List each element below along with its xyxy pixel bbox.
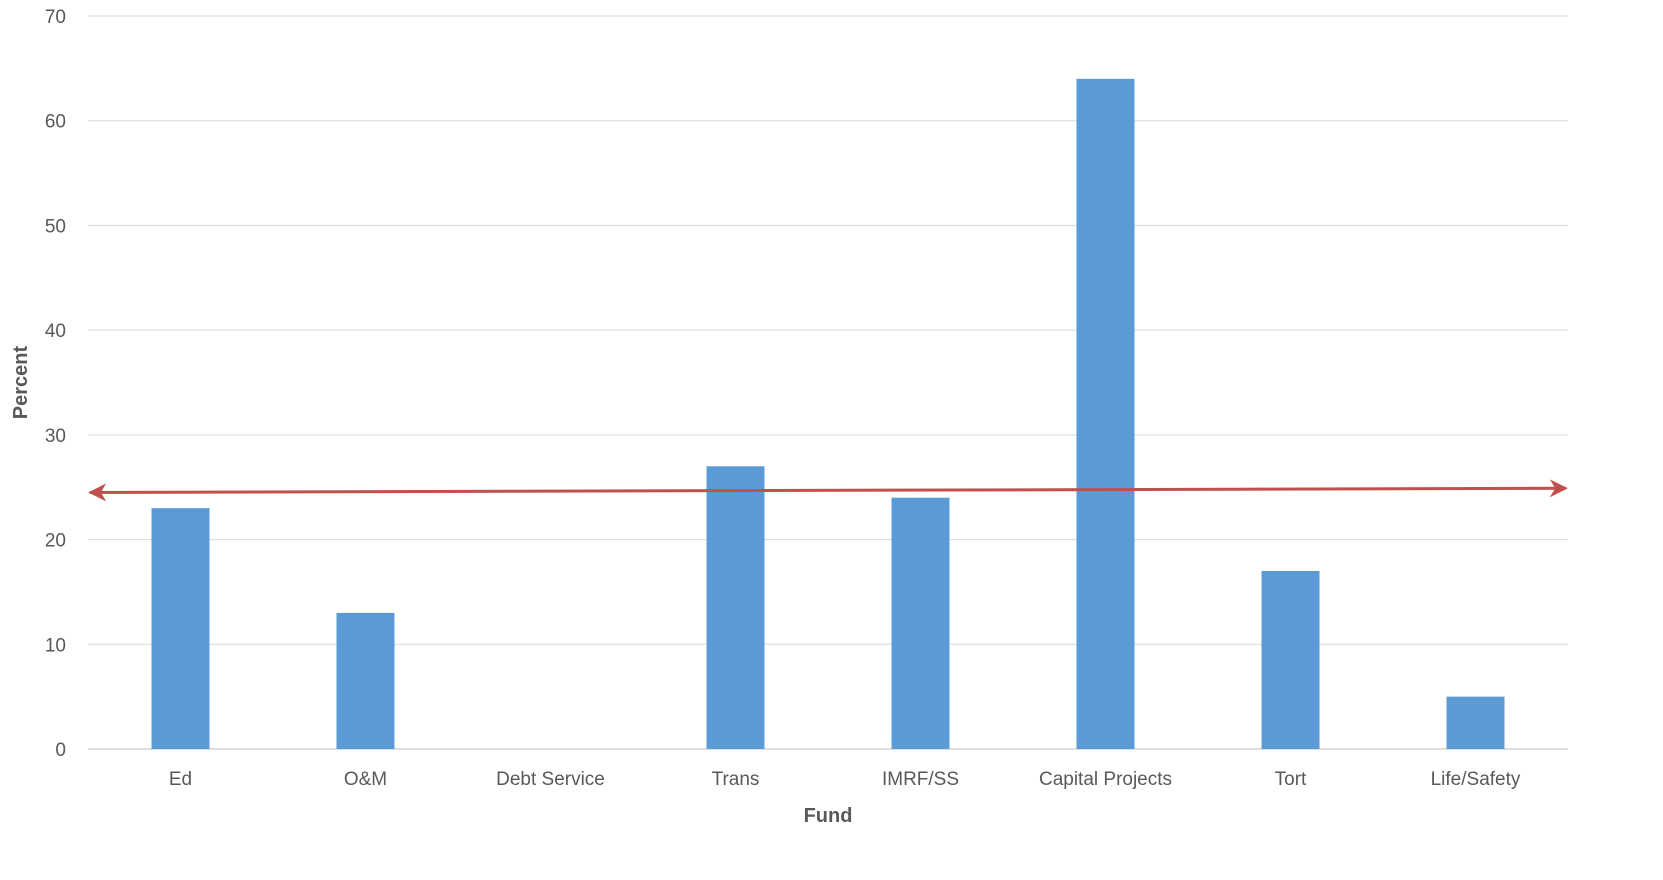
x-tick-label: O&M [344,769,387,790]
bar [1261,570,1320,749]
x-tick-label: Life/Safety [1431,769,1521,790]
x-tick-label: Ed [169,769,192,790]
x-axis-title: Fund [804,805,853,827]
x-axis-tick-labels: Ed O&M Debt Service Trans IMRF/SS Capital Pro… [169,769,1521,790]
y-tick-label: 60 [45,112,66,133]
y-axis-tick-labels: 0 10 20 30 40 50 60 70 [45,7,66,761]
y-tick-label: 20 [45,531,66,552]
bars [151,78,1505,750]
x-tick-label: IMRF/SS [882,769,959,790]
y-tick-label: 0 [55,740,66,761]
gridlines [88,15,1568,750]
y-tick-label: 10 [45,635,66,656]
y-tick-label: 50 [45,216,66,237]
y-axis-title: Percent [10,345,32,419]
reference-arrow-line [88,479,1568,502]
bar [336,612,395,749]
x-tick-label: Capital Projects [1039,769,1172,790]
bar [1076,78,1135,750]
bar [706,466,765,749]
y-tick-label: 40 [45,321,66,342]
x-tick-label: Trans [712,769,760,790]
y-tick-label: 30 [45,426,66,447]
x-tick-label: Tort [1275,769,1307,790]
bar [891,497,950,749]
y-tick-label: 70 [45,7,66,28]
reference-arrow [88,479,1568,502]
bar [151,508,210,749]
x-tick-label: Debt Service [496,769,605,790]
bar [1446,696,1505,749]
